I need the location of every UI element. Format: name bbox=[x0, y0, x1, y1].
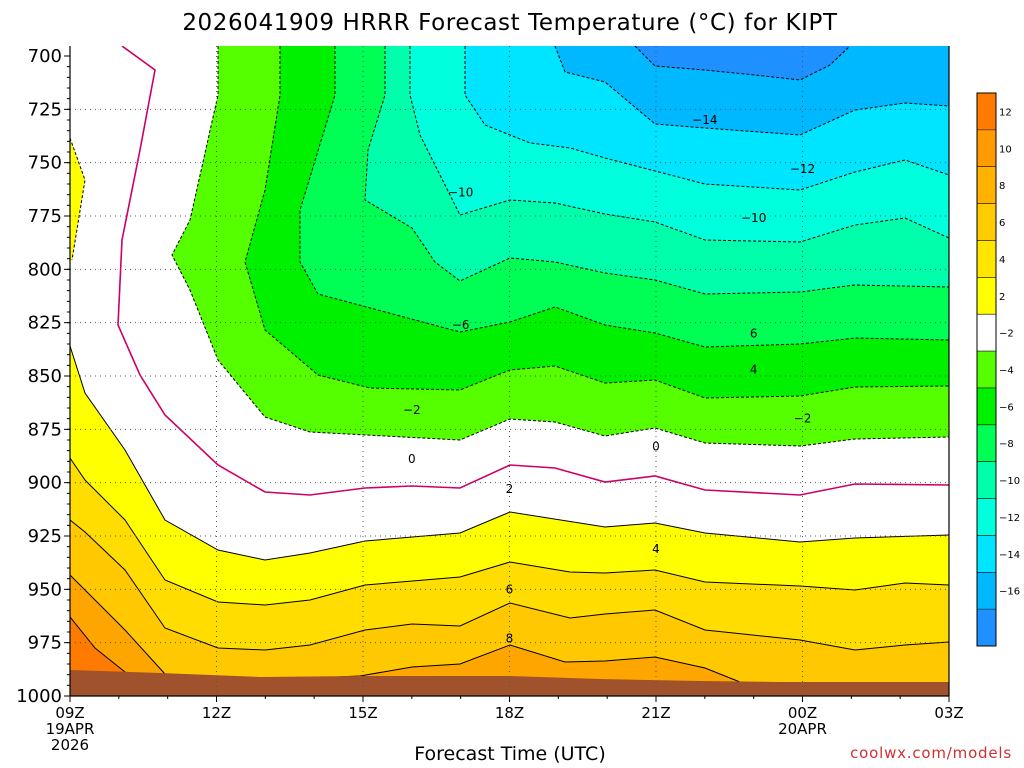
y-tick-label: 1000 bbox=[16, 686, 62, 707]
contour-label: −12 bbox=[790, 162, 815, 176]
contour-label: −2 bbox=[794, 412, 812, 426]
contour-label: 4 bbox=[750, 363, 758, 377]
chart-title: 2026041909 HRRR Forecast Temperature (°C… bbox=[182, 10, 838, 36]
colorbar-segment bbox=[977, 498, 996, 536]
colorbar-segment bbox=[977, 609, 996, 646]
colorbar-segment bbox=[977, 314, 996, 352]
x-tick-label: 18Z bbox=[495, 704, 524, 722]
contour-label: −2 bbox=[403, 403, 421, 417]
y-tick-label: 775 bbox=[28, 206, 62, 227]
colorbar-tick-label: 10 bbox=[999, 144, 1012, 155]
colorbar-segment bbox=[977, 166, 996, 204]
colorbar-segment bbox=[977, 572, 996, 610]
site-credit: coolwx.com/models bbox=[850, 744, 1012, 762]
surface-terrain bbox=[70, 670, 949, 696]
colorbar-frame bbox=[976, 92, 997, 647]
contour-label: −10 bbox=[448, 186, 473, 200]
contour-neg16 bbox=[634, 46, 851, 81]
x-tick-sublabel: 20APR bbox=[778, 720, 827, 738]
colorbar-segment bbox=[977, 387, 996, 425]
contour-label: 2 bbox=[506, 482, 514, 496]
contour-neg14 bbox=[554, 46, 949, 136]
colorbar-tick-label: −6 bbox=[999, 402, 1014, 413]
colorbar-segment bbox=[977, 93, 996, 130]
colorbar-tick-label: −4 bbox=[999, 366, 1014, 377]
contour-label: 6 bbox=[750, 326, 758, 340]
colorbar-tick-label: 4 bbox=[999, 255, 1005, 266]
contour-neg8 bbox=[364, 46, 949, 295]
colorbar-tick-label: 8 bbox=[999, 181, 1005, 192]
contour-label: 0 bbox=[652, 439, 660, 453]
band-neg16-to-neg18 bbox=[635, 46, 850, 80]
x-tick-label: 15Z bbox=[348, 704, 377, 722]
colorbar-tick-label: −16 bbox=[999, 587, 1020, 598]
contour-label: 4 bbox=[652, 542, 660, 556]
y-tick-label: 925 bbox=[28, 526, 62, 547]
contour-neg2 bbox=[171, 46, 949, 447]
contour-neg6 bbox=[299, 46, 949, 348]
y-tick-label: 900 bbox=[28, 473, 62, 494]
contour-label: 6 bbox=[506, 582, 514, 596]
colorbar-tick-label: −14 bbox=[999, 550, 1020, 561]
x-tick-label: 09Z bbox=[55, 704, 84, 722]
contour-label: 8 bbox=[506, 631, 514, 645]
contour-neg10 bbox=[409, 46, 949, 243]
x-tick-label: 12Z bbox=[202, 704, 231, 722]
colorbar-segment bbox=[977, 351, 996, 388]
x-tick-label: 03Z bbox=[934, 704, 963, 722]
contour-label: 0 bbox=[408, 452, 416, 466]
contour-0-freezing bbox=[117, 46, 949, 496]
colorbar-tick-label: −10 bbox=[999, 476, 1020, 487]
colorbar-segment bbox=[977, 424, 996, 462]
y-tick-label: 700 bbox=[28, 46, 62, 67]
colorbar-tick-label: −12 bbox=[999, 513, 1020, 524]
colorbar: 12 10 8 6 4 2 −2 −4 −6 −8 −10 −12 −14 −16 bbox=[976, 92, 1020, 647]
grid bbox=[70, 46, 949, 696]
contour-label: −10 bbox=[741, 211, 766, 225]
contour-label: −6 bbox=[452, 318, 470, 332]
colorbar-segment bbox=[977, 277, 996, 315]
x-tick-label: 00Z bbox=[788, 704, 817, 722]
y-tick-label: 825 bbox=[28, 313, 62, 334]
colorbar-tick-label: 6 bbox=[999, 218, 1005, 229]
y-tick-labels: 700 725 750 775 800 825 850 875 900 925 950 975 1000 bbox=[16, 46, 70, 707]
y-tick-label: 875 bbox=[28, 419, 62, 440]
colorbar-segment bbox=[977, 461, 996, 499]
contour-4 bbox=[70, 457, 949, 606]
y-tick-label: 800 bbox=[28, 259, 62, 280]
y-tick-label: 850 bbox=[28, 366, 62, 387]
contour-2 bbox=[70, 345, 949, 561]
y-tick-label: 975 bbox=[28, 633, 62, 654]
x-axis-label: Forecast Time (UTC) bbox=[414, 743, 605, 765]
contour-label: −14 bbox=[692, 113, 717, 127]
contour-neg12 bbox=[464, 46, 949, 191]
contour-labels: −14 −12 −10 −10 −6 6 4 −2 −2 0 0 2 4 6 8 bbox=[403, 113, 815, 645]
band-2-upper-left bbox=[70, 138, 85, 260]
colorbar-segment bbox=[977, 203, 996, 241]
colorbar-segment bbox=[977, 240, 996, 278]
colorbar-tick-label: 2 bbox=[999, 292, 1005, 303]
colorbar-tick-label: 12 bbox=[999, 107, 1012, 118]
contour-6 bbox=[70, 519, 949, 651]
x-tick-sublabel: 19APR bbox=[46, 720, 95, 738]
x-tick-sublabel: 2026 bbox=[51, 736, 89, 754]
y-tick-label: 725 bbox=[28, 99, 62, 120]
y-tick-label: 950 bbox=[28, 579, 62, 600]
colorbar-tick-label: −2 bbox=[999, 329, 1014, 340]
y-tick-label: 750 bbox=[28, 153, 62, 174]
x-tick-label: 21Z bbox=[641, 704, 670, 722]
colorbar-tick-label: −8 bbox=[999, 439, 1014, 450]
band-6-to-8 bbox=[70, 520, 949, 696]
contour-neg4 bbox=[244, 46, 949, 399]
colorbar-segment bbox=[977, 535, 996, 573]
contour-8 bbox=[70, 574, 741, 683]
band-neg14-to-neg16 bbox=[555, 46, 949, 135]
colorbar-segment bbox=[977, 129, 996, 167]
